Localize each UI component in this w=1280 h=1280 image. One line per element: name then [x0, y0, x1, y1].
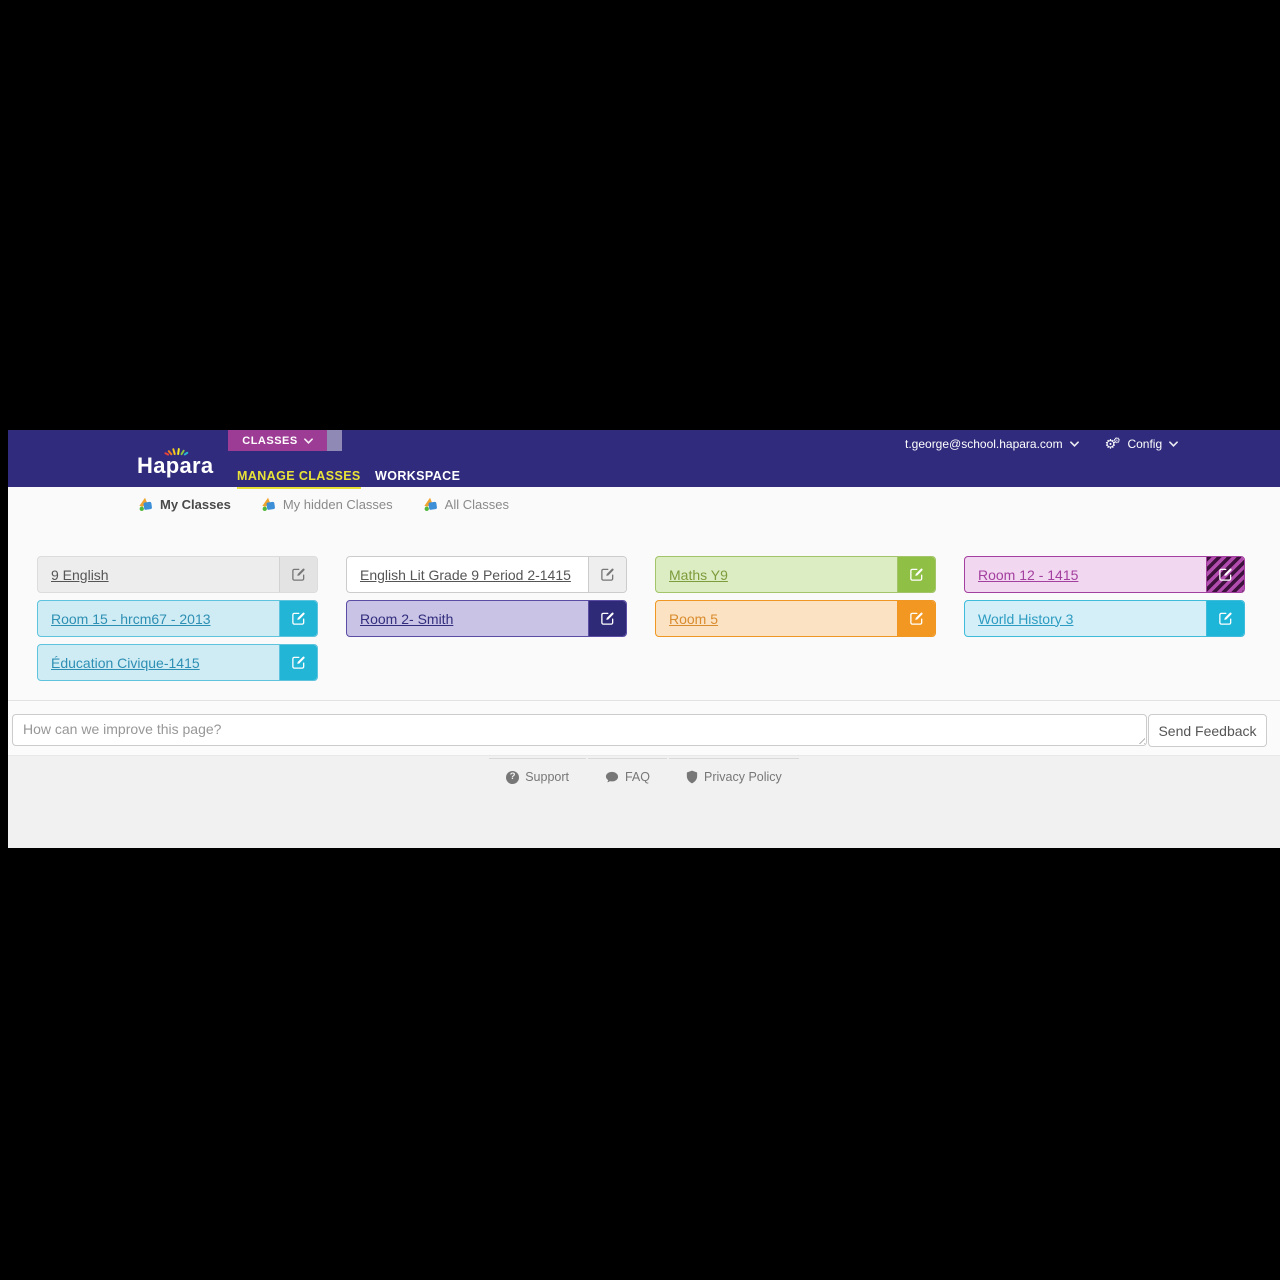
tab-workspace[interactable]: WORKSPACE [375, 469, 461, 483]
class-name-link[interactable]: English Lit Grade 9 Period 2-1415 [360, 566, 571, 583]
class-tile: Maths Y9 [655, 556, 936, 593]
page-footer: ? Support FAQ Privacy Policy [8, 755, 1280, 848]
footer-link-label: FAQ [624, 770, 650, 784]
edit-class-button[interactable] [1206, 557, 1244, 592]
subnav-item-all-classes[interactable]: All Classes [423, 497, 509, 512]
comment-icon [605, 771, 619, 784]
class-name-link[interactable]: Room 12 - 1415 [978, 566, 1079, 583]
class-name-link[interactable]: Maths Y9 [669, 566, 728, 583]
edit-pencil-icon [600, 567, 615, 582]
subnav-label: My hidden Classes [282, 496, 393, 512]
edit-pencil-icon [1218, 567, 1233, 582]
feedback-bar: Send Feedback [8, 700, 1280, 755]
edit-class-button[interactable] [588, 601, 626, 636]
class-filter-bar: My Classes My hidden Classes All Classes [8, 487, 1280, 521]
config-menu[interactable]: ⚙⚙ Config [1105, 437, 1179, 451]
edit-pencil-icon [291, 655, 306, 670]
edit-class-button[interactable] [279, 645, 317, 680]
gears-icon: ⚙⚙ [1104, 436, 1121, 453]
class-tile: Éducation Civique-1415 [37, 644, 318, 681]
class-name-link[interactable]: Room 15 - hrcm67 - 2013 [51, 610, 211, 627]
edit-pencil-icon [291, 567, 306, 582]
edit-class-button[interactable] [279, 557, 317, 592]
edit-pencil-icon [291, 611, 306, 626]
class-name-link[interactable]: World History 3 [978, 610, 1074, 627]
edit-class-button[interactable] [897, 601, 935, 636]
class-cube-icon [138, 497, 153, 512]
footer-link-privacy[interactable]: Privacy Policy [669, 758, 799, 796]
resize-handle[interactable] [1136, 735, 1145, 744]
chevron-down-icon [1169, 441, 1179, 448]
subnav-label: All Classes [444, 496, 509, 512]
shield-icon [686, 770, 698, 784]
class-name-link[interactable]: Room 5 [669, 610, 719, 627]
chevron-down-icon [1069, 441, 1079, 448]
account-menu[interactable]: t.george@school.hapara.com [905, 437, 1079, 451]
class-tile-grid: 9 English English Lit Grade 9 Period 2-1… [37, 556, 1277, 681]
edit-pencil-icon [1218, 611, 1233, 626]
subnav-item-my-hidden-classes[interactable]: My hidden Classes [261, 497, 393, 512]
class-tile: Room 15 - hrcm67 - 2013 [37, 600, 318, 637]
footer-link-label: Support [525, 770, 569, 784]
edit-class-button[interactable] [279, 601, 317, 636]
account-email: t.george@school.hapara.com [905, 437, 1063, 452]
class-tile: Room 2- Smith [346, 600, 627, 637]
class-cube-icon [423, 497, 438, 512]
edit-class-button[interactable] [588, 557, 626, 592]
edit-pencil-icon [909, 611, 924, 626]
class-name-link[interactable]: Éducation Civique-1415 [51, 654, 200, 671]
brand-name: Hapara [137, 453, 214, 478]
subnav-label: My Classes [160, 496, 231, 512]
hapara-logo-rays-icon [164, 445, 189, 456]
edit-class-button[interactable] [897, 557, 935, 592]
subnav-item-my-classes[interactable]: My Classes [138, 497, 231, 512]
classes-menu-button[interactable]: CLASSES [228, 430, 327, 451]
edit-pencil-icon [600, 611, 615, 626]
class-tile: 9 English [37, 556, 318, 593]
class-cube-icon [261, 497, 276, 512]
config-label: Config [1127, 437, 1163, 452]
question-icon: ? [506, 770, 520, 784]
footer-links: ? Support FAQ Privacy Policy [8, 758, 1280, 796]
app-viewport: CLASSES Hapara MANAGE CLASSES WORKSPACE … [8, 430, 1280, 848]
class-tile: Room 12 - 1415 [964, 556, 1245, 593]
class-name-link[interactable]: Room 2- Smith [360, 610, 454, 627]
class-tile: Room 5 [655, 600, 936, 637]
hapara-logo: Hapara [137, 447, 214, 479]
chevron-down-icon [303, 437, 313, 444]
edit-class-button[interactable] [1206, 601, 1244, 636]
send-feedback-button[interactable]: Send Feedback [1148, 714, 1267, 747]
class-name-link[interactable]: 9 English [51, 566, 109, 583]
footer-link-label: Privacy Policy [704, 770, 782, 784]
class-tile: World History 3 [964, 600, 1245, 637]
footer-link-faq[interactable]: FAQ [587, 758, 667, 796]
class-tile: English Lit Grade 9 Period 2-1415 [346, 556, 627, 593]
classes-menu-label: CLASSES [242, 434, 298, 447]
tab-manage-classes[interactable]: MANAGE CLASSES [237, 469, 361, 489]
edit-pencil-icon [909, 567, 924, 582]
header-fragment [327, 430, 342, 451]
top-header: CLASSES Hapara MANAGE CLASSES WORKSPACE … [8, 430, 1280, 489]
footer-link-support[interactable]: ? Support [489, 758, 586, 796]
header-account-area: t.george@school.hapara.com ⚙⚙ Config [905, 437, 1179, 451]
feedback-input[interactable] [12, 714, 1147, 746]
feedback-input-wrap [12, 714, 1147, 746]
